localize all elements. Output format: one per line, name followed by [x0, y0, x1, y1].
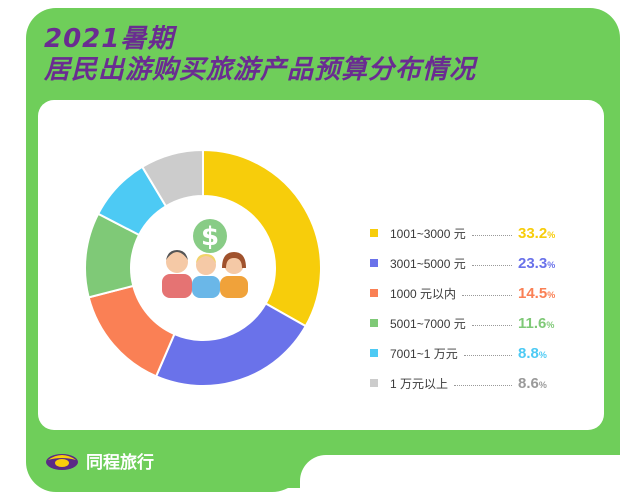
- legend-label: 5001~7000 元: [390, 316, 466, 331]
- people-money-icon: $: [162, 219, 248, 298]
- legend-leader-dots: [462, 294, 512, 296]
- donut-slice-2: [154, 302, 308, 387]
- legend-label: 1001~3000 元: [390, 226, 466, 241]
- legend-value: 14.5%: [518, 284, 556, 302]
- brand-name: 同程旅行: [86, 453, 154, 473]
- title-line-1: 2021暑期: [44, 24, 175, 54]
- legend-value: 33.2%: [518, 224, 556, 242]
- legend-swatch: [370, 319, 378, 327]
- title-line-2: 居民出游购买旅游产品预算分布情况: [44, 55, 477, 85]
- legend-leader-dots: [471, 234, 512, 236]
- legend-item: 5001~7000 元 11.6%: [370, 308, 570, 338]
- legend-leader-dots: [463, 354, 512, 356]
- legend-label: 1000 元以内: [390, 286, 457, 301]
- tongcheng-logo-icon: [46, 453, 78, 470]
- chart-legend: 1001~3000 元 33.2% 3001~5000 元 23.3% 1000 元以内…: [370, 218, 570, 398]
- chart-title: 2021暑期 居民出游购买旅游产品预算分布情况: [44, 24, 476, 86]
- legend-leader-dots: [454, 384, 512, 386]
- legend-item: 1 万元以上 8.6%: [370, 368, 570, 398]
- legend-item: 3001~5000 元 23.3%: [370, 248, 570, 278]
- legend-leader-dots: [471, 264, 512, 266]
- legend-item: 1001~3000 元 33.2%: [370, 218, 570, 248]
- donut-slice-1: [202, 148, 322, 328]
- legend-swatch: [370, 229, 378, 237]
- legend-swatch: [370, 289, 378, 297]
- legend-swatch: [370, 349, 378, 357]
- svg-text:$: $: [201, 222, 219, 252]
- legend-item: 7001~1 万元 8.8%: [370, 338, 570, 368]
- legend-swatch: [370, 379, 378, 387]
- legend-value: 8.8%: [518, 344, 547, 362]
- donut-slice-6: [140, 148, 204, 208]
- legend-label: 7001~1 万元: [390, 346, 458, 361]
- legend-item: 1000 元以内 14.5%: [370, 278, 570, 308]
- legend-label: 1 万元以上: [390, 376, 449, 391]
- legend-leader-dots: [471, 324, 512, 326]
- brand-logo: 同程旅行: [44, 448, 154, 473]
- legend-swatch: [370, 259, 378, 267]
- background-notch: [300, 455, 630, 495]
- legend-label: 3001~5000 元: [390, 256, 466, 271]
- legend-value: 23.3%: [518, 254, 556, 272]
- legend-value: 8.6%: [518, 374, 547, 392]
- legend-value: 11.6%: [518, 314, 555, 332]
